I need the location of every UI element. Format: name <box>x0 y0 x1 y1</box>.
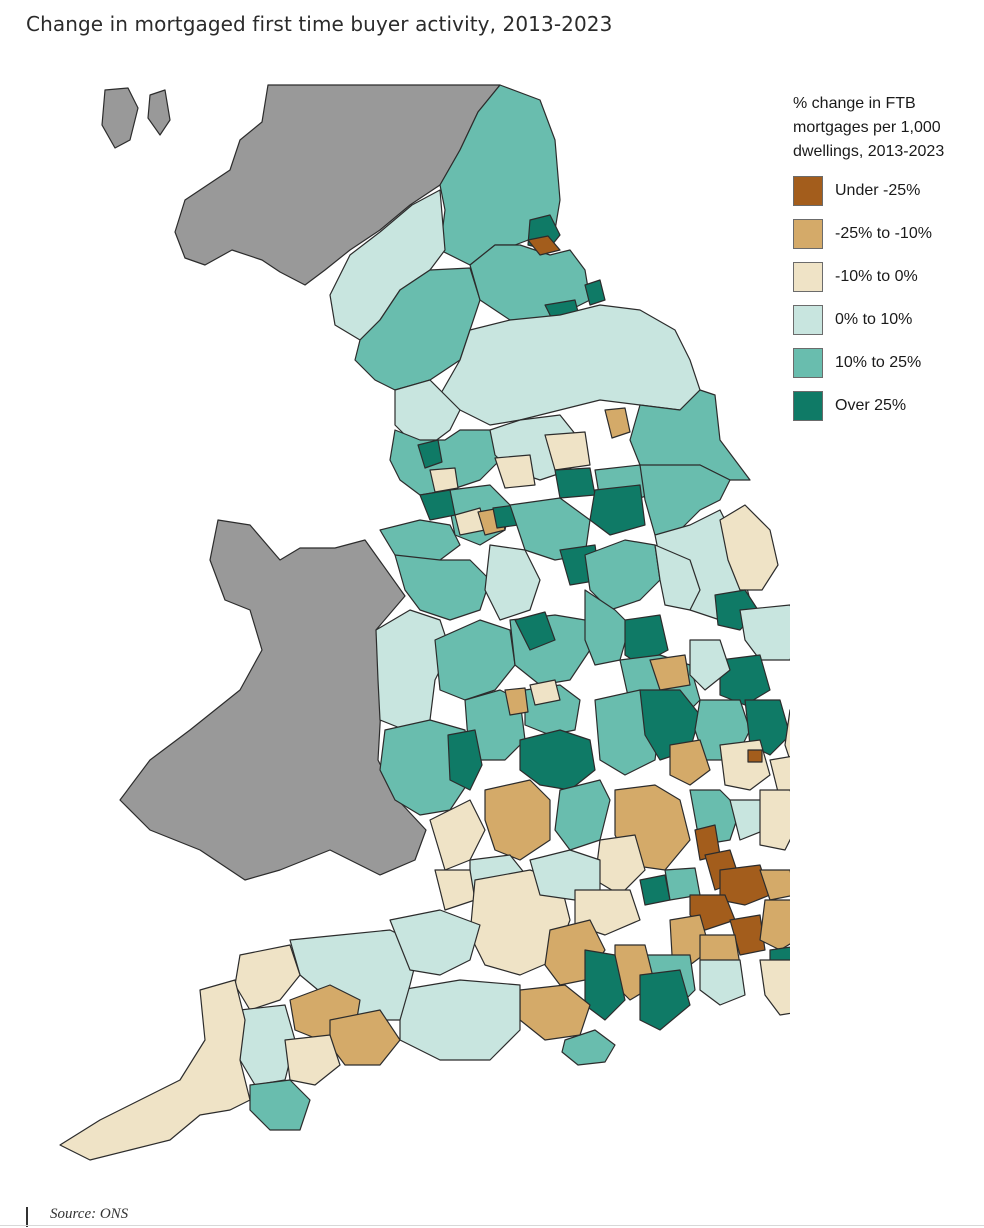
region-wigan <box>419 489 456 521</box>
region-telford <box>447 729 483 791</box>
region-new-forest <box>584 949 626 1021</box>
region-wrexham <box>375 609 451 731</box>
region-wealden <box>759 959 790 1016</box>
region-horsham <box>699 959 746 1006</box>
region-bristol <box>434 869 476 911</box>
region-stevenage <box>769 756 790 801</box>
region-leeds <box>554 467 596 499</box>
source-divider <box>26 1207 28 1227</box>
region-peterborough <box>719 654 771 706</box>
region-cheshire <box>394 554 491 621</box>
region-warwick <box>519 729 596 791</box>
legend-label: 0% to 10% <box>835 310 913 328</box>
legend-item-0-to-10: 0% to 10% <box>793 303 983 336</box>
region-london-east <box>759 869 790 901</box>
legend-label: Over 25% <box>835 396 907 414</box>
legend-title-line-2: mortgages per 1,000 <box>793 119 941 136</box>
england-wales-map <box>59 84 790 1161</box>
region-suffolk-w <box>784 709 790 762</box>
region-sunderland <box>584 279 606 306</box>
region-e-lindsey <box>719 504 779 591</box>
region-reading <box>639 874 671 906</box>
region-doncaster <box>589 484 646 536</box>
wales-region <box>119 519 427 881</box>
legend-swatch <box>793 347 823 378</box>
region-york <box>604 407 631 439</box>
region-cornwall <box>59 979 251 1161</box>
region-oxford <box>594 834 646 896</box>
legend-swatch <box>793 390 823 421</box>
legend-swatch <box>793 261 823 292</box>
scotland-island <box>147 89 171 136</box>
region-harrogate <box>544 431 591 471</box>
region-sevenoaks <box>759 899 790 951</box>
region-cotswold <box>484 779 551 861</box>
scotland-island <box>101 87 139 149</box>
region-herts <box>759 789 790 851</box>
region-newark <box>654 544 701 611</box>
legend-swatch <box>793 304 823 335</box>
legend-item-25-to-10: -25% to -10% <box>793 217 983 250</box>
region-coventry <box>529 679 561 706</box>
region-lancs <box>389 429 501 496</box>
region-dorset <box>399 979 521 1061</box>
region-n-yorks <box>439 304 701 426</box>
region-gateshead <box>527 235 561 256</box>
legend-label: 10% to 25% <box>835 353 922 371</box>
region-iow <box>561 1029 616 1066</box>
region-trafford <box>429 467 459 493</box>
region-blackpool <box>417 439 443 469</box>
region-rutland <box>649 654 691 691</box>
region-kings-lynn <box>739 604 790 661</box>
legend-label: -10% to 0% <box>835 267 918 285</box>
chart-title: Change in mortgaged first time buyer act… <box>26 12 613 36</box>
region-shropshire <box>434 619 516 701</box>
region-glos <box>429 799 486 871</box>
region-dorset-e <box>519 984 591 1041</box>
bottom-rule <box>0 1225 984 1226</box>
region-bradford <box>494 454 536 489</box>
region-exeter <box>284 1034 341 1086</box>
legend-label: -25% to -10% <box>835 224 932 242</box>
legend-swatch <box>793 218 823 249</box>
legend-title-line-1: % change in FTB <box>793 95 916 112</box>
region-fenland <box>689 639 731 691</box>
region-e-yorks <box>629 389 751 481</box>
legend-item-under-25: Under -25% <box>793 174 983 207</box>
legend-item-10-to-0: -10% to 0% <box>793 260 983 293</box>
legend-item-10-to-25: 10% to 25% <box>793 346 983 379</box>
legend-label: Under -25% <box>835 181 921 199</box>
region-somerset <box>289 929 421 1021</box>
region-bedford <box>669 739 711 786</box>
region-mendip <box>389 909 481 976</box>
region-derbyshire-peak <box>484 544 541 621</box>
legend-item-over-25: Over 25% <box>793 389 983 422</box>
region-lincs-north <box>639 464 731 536</box>
source-note: Source: ONS <box>50 1206 129 1222</box>
scotland-region <box>174 84 501 286</box>
region-mk <box>719 739 771 791</box>
region-lancs-north <box>394 379 461 446</box>
region-stoke <box>514 611 556 651</box>
region-wolves <box>504 687 529 716</box>
region-torbay <box>249 1079 311 1131</box>
map-legend: % change in FTB mortgages per 1,000 dwel… <box>793 92 983 422</box>
region-southampton <box>639 969 691 1031</box>
region-mk-inner <box>747 749 763 763</box>
legend-swatch <box>793 175 823 206</box>
region-notts <box>584 539 661 611</box>
legend-title-line-3: dwellings, 2013-2023 <box>793 143 945 160</box>
